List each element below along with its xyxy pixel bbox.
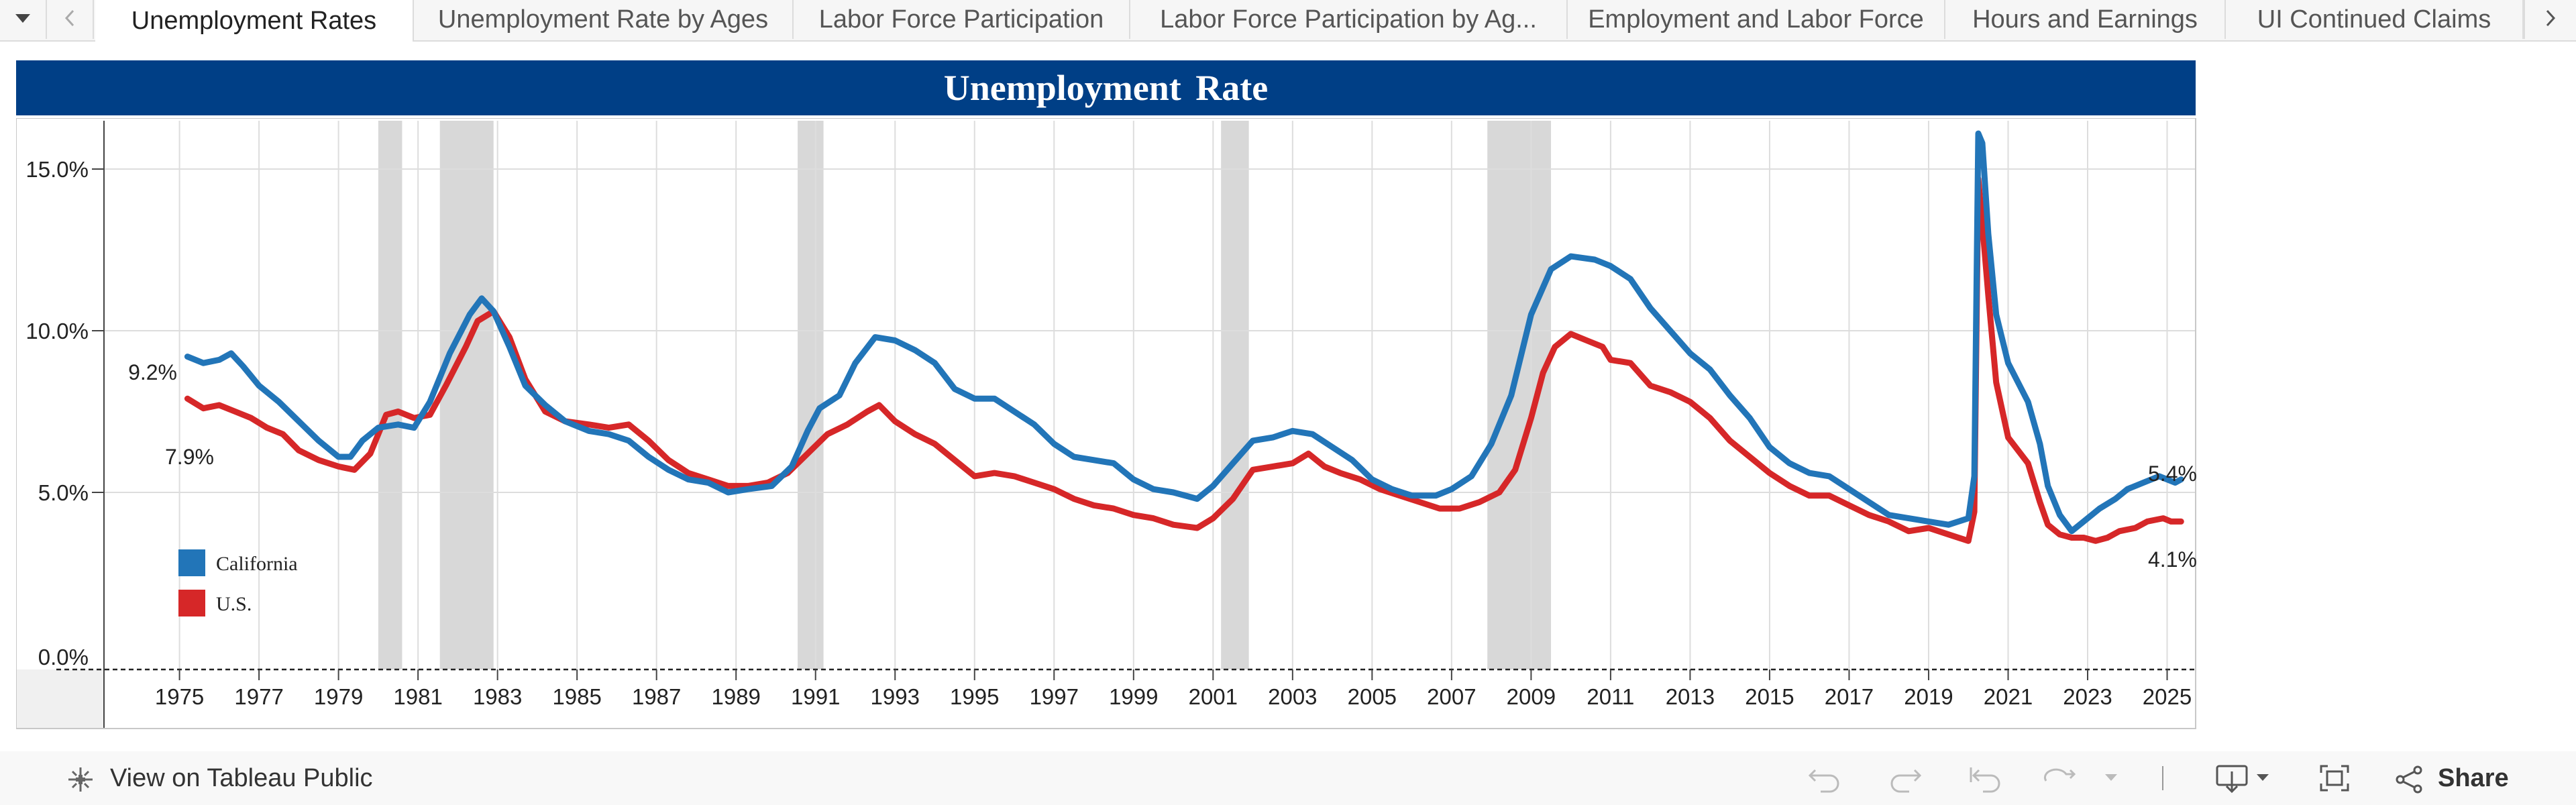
x-tick-label: 1985 [552,684,601,709]
us-end-label: 4.1% [2148,547,2196,572]
legend-swatch-us [178,590,205,616]
x-tick-label: 1997 [1030,684,1079,709]
chart-frame [16,118,2196,729]
x-tick-label: 1993 [871,684,920,709]
x-tick-label: 1987 [632,684,681,709]
unemployment-line-chart[interactable]: 0.0% 5.0% 10.0% 15.0% 1975 1977 1979 1981 1983 19… [16,118,2196,735]
x-tick-label: 1977 [234,684,283,709]
x-tick-label: 1991 [791,684,840,709]
recession-band [1221,121,1249,669]
x-tick-label: 1981 [393,684,442,709]
x-tick-label: 2003 [1268,684,1317,709]
tableau-logo-icon [66,765,95,798]
tab-unemployment-rate-by-ages[interactable]: Unemployment Rate by Ages [414,0,794,39]
tab-menu-button[interactable] [0,0,47,39]
tab-labor-force-participation[interactable]: Labor Force Participation [794,0,1130,39]
recession-band [378,121,402,669]
legend-label-us: U.S. [216,593,252,615]
download-menu-caret-icon[interactable] [2255,773,2270,786]
refresh-menu-caret-icon[interactable] [2104,773,2118,786]
download-icon[interactable] [2215,762,2249,798]
axis-corner [17,669,104,728]
tab-ui-continued-claims[interactable]: UI Continued Claims [2226,0,2524,39]
series-line-california [184,130,2184,535]
x-tick-label: 2013 [1666,684,1715,709]
x-tick-label: 2023 [2063,684,2112,709]
x-tick-label: 1975 [155,684,204,709]
revert-icon[interactable] [1968,763,2004,796]
chart-header: Unemployment Rate [16,60,2196,115]
refresh-icon[interactable] [2039,765,2080,795]
chevron-right-icon [2544,8,2557,32]
x-tick-label: 2005 [1348,684,1397,709]
legend-swatch-california [178,549,205,576]
tab-labor-force-participation-by-ag[interactable]: Labor Force Participation by Ag... [1130,0,1568,39]
x-tick-label: 1983 [473,684,522,709]
undo-icon[interactable] [1807,763,1843,796]
recession-band [1487,121,1552,669]
tab-prev-button[interactable] [47,0,94,39]
redo-icon[interactable] [1886,763,1923,796]
x-tick-label: 1979 [314,684,363,709]
us-start-label: 7.9% [165,445,214,469]
x-tick-label: 1995 [950,684,999,709]
california-start-label: 9.2% [128,360,177,384]
tab-employment-and-labor-force[interactable]: Employment and Labor Force [1568,0,1945,39]
x-tick-label: 2015 [1745,684,1794,709]
x-tick-label: 2009 [1507,684,1556,709]
california-end-label: 5.4% [2148,462,2196,486]
y-tick-label: 0.0% [38,645,89,669]
recession-band [798,121,824,669]
x-tick-label: 2011 [1587,684,1634,709]
y-tick-label: 15.0% [25,157,89,182]
x-tick-label: 2021 [1984,684,2033,709]
caret-down-icon [14,12,32,28]
x-tick-label: 1989 [712,684,761,709]
view-on-tableau-link[interactable]: View on Tableau Public [110,764,373,792]
legend-label-california: California [216,553,298,575]
y-tick-label: 10.0% [25,319,89,343]
y-tick-label: 5.0% [38,480,89,505]
x-tick-label: 2017 [1825,684,1874,709]
x-tick-label: 1999 [1109,684,1158,709]
fullscreen-icon[interactable] [2318,763,2351,796]
tab-unemployment-rates[interactable]: Unemployment Rates [95,0,414,42]
recession-band [439,121,494,669]
chevron-left-icon [63,8,76,32]
share-icon[interactable] [2395,765,2424,798]
x-tick-label: 2007 [1427,684,1476,709]
toolbar-footer: View on Tableau Public Share [0,751,2576,805]
toolbar-divider [2161,763,2164,796]
x-tick-label: 2025 [2143,684,2192,709]
chart-title: Unemployment Rate [943,68,1269,108]
x-tick-label: 2019 [1904,684,1953,709]
x-tick-label: 2001 [1189,684,1238,709]
share-button[interactable]: Share [2438,764,2509,792]
tab-bar: Unemployment Rates Unemployment Rate by A… [0,0,2576,42]
tab-next-button[interactable] [2524,0,2576,39]
tab-hours-and-earnings[interactable]: Hours and Earnings [1945,0,2226,39]
